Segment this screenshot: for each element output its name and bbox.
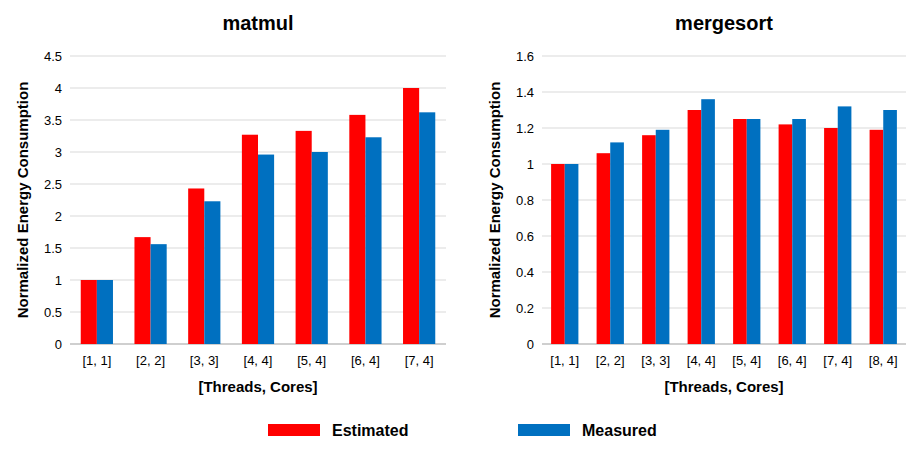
- bar: [838, 106, 852, 344]
- grid-line: [70, 120, 446, 121]
- y-tick-label: 0.2: [516, 301, 534, 316]
- legend-label: Estimated: [332, 422, 408, 439]
- bar: [403, 88, 419, 344]
- y-tick-label: 3: [55, 145, 62, 160]
- x-tick-label: [1, 1]: [550, 353, 579, 368]
- x-tick-label: [2, 2]: [136, 353, 165, 368]
- grid-line: [542, 56, 906, 57]
- bar: [779, 124, 793, 344]
- y-axis-title: Normalized Energy Consumption: [486, 82, 503, 319]
- bar: [565, 164, 579, 344]
- figure: matmul 0 0.5 1 1.5 2 2.5 3 3.5 4 4.5 [1, 1] [2, 2] [3…: [0, 0, 922, 453]
- bar: [824, 128, 838, 344]
- bar: [597, 153, 611, 344]
- chart: mergesort 0 0.2 0.4 0.6 0.8 1 1.2 1.4 1.6 [1, 1] [2…: [486, 12, 906, 395]
- y-tick-label: 0.8: [516, 193, 534, 208]
- y-tick-label: 1.2: [516, 121, 534, 136]
- bar: [349, 115, 365, 344]
- bar: [188, 188, 204, 344]
- bar: [151, 244, 167, 344]
- grid-line: [542, 92, 906, 93]
- x-tick-label: [2, 2]: [596, 353, 625, 368]
- bar: [792, 119, 806, 344]
- bar: [747, 119, 761, 344]
- y-tick-label: 1.4: [516, 85, 534, 100]
- bar: [204, 201, 220, 344]
- bar: [258, 155, 274, 344]
- bar: [551, 164, 565, 344]
- y-tick-label: 2.5: [44, 177, 62, 192]
- bar: [688, 110, 702, 344]
- x-tick-label: [5, 4]: [732, 353, 761, 368]
- bar: [701, 99, 715, 344]
- x-tick-label: [8, 4]: [869, 353, 898, 368]
- legend-swatch: [518, 424, 570, 436]
- y-tick-label: 0: [527, 337, 534, 352]
- y-tick-label: 1: [55, 273, 62, 288]
- bar: [419, 112, 435, 344]
- bar: [365, 137, 381, 344]
- bar: [81, 280, 97, 344]
- grid-line: [70, 56, 446, 57]
- chart-title: matmul: [222, 12, 293, 34]
- x-tick-label: [7, 4]: [823, 353, 852, 368]
- bars: [551, 99, 897, 344]
- x-axis-title: [Threads, Cores]: [198, 378, 317, 395]
- y-tick-label: 0.6: [516, 229, 534, 244]
- y-tick-label: 1: [527, 157, 534, 172]
- y-tick-label: 0.5: [44, 305, 62, 320]
- x-tick-label: [5, 4]: [297, 353, 326, 368]
- y-tick-label: 2: [55, 209, 62, 224]
- legend: Estimated Measured: [268, 422, 657, 439]
- y-tick-label: 1.6: [516, 49, 534, 64]
- bar: [312, 152, 328, 344]
- x-tick-label: [3, 3]: [190, 353, 219, 368]
- x-tick-label: [6, 4]: [351, 353, 380, 368]
- legend-swatch: [268, 424, 320, 436]
- bar: [656, 130, 670, 344]
- y-tick-label: 3.5: [44, 113, 62, 128]
- y-tick-label: 4: [55, 81, 62, 96]
- y-tick-label: 0: [55, 337, 62, 352]
- grid-line: [70, 88, 446, 89]
- chart: matmul 0 0.5 1 1.5 2 2.5 3 3.5 4 4.5 [1, 1] [2, 2] [3…: [14, 12, 446, 395]
- y-axis-title: Normalized Energy Consumption: [14, 82, 31, 319]
- bar: [97, 280, 113, 344]
- bars: [81, 88, 436, 344]
- x-axis-title: [Threads, Cores]: [664, 378, 783, 395]
- x-tick-label: [4, 4]: [244, 353, 273, 368]
- bar: [642, 135, 656, 344]
- x-tick-label: [3, 3]: [641, 353, 670, 368]
- bar: [733, 119, 747, 344]
- chart-title: mergesort: [675, 12, 773, 34]
- y-tick-label: 1.5: [44, 241, 62, 256]
- bar: [610, 142, 624, 344]
- bar: [134, 237, 150, 344]
- y-tick-label: 0.4: [516, 265, 534, 280]
- bar: [883, 110, 897, 344]
- x-tick-label: [4, 4]: [687, 353, 716, 368]
- bar: [296, 131, 312, 344]
- bar: [870, 130, 884, 344]
- legend-label: Measured: [582, 422, 657, 439]
- x-tick-label: [1, 1]: [82, 353, 111, 368]
- y-tick-label: 4.5: [44, 49, 62, 64]
- bar: [242, 135, 258, 344]
- x-tick-label: [6, 4]: [778, 353, 807, 368]
- x-tick-label: [7, 4]: [405, 353, 434, 368]
